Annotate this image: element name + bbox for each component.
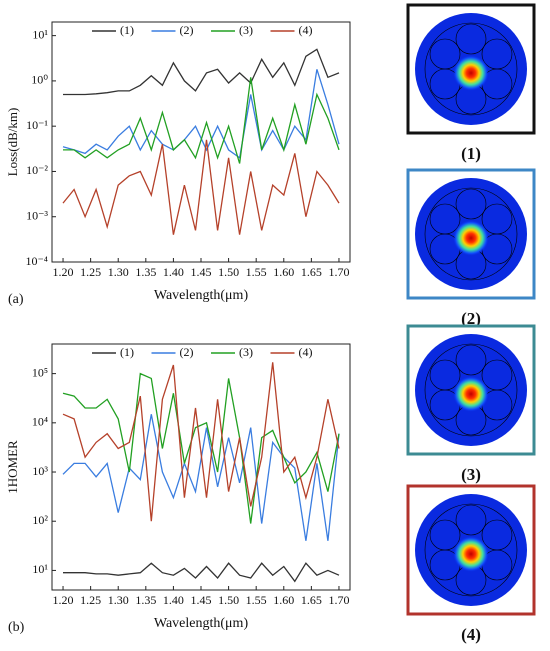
x-tick-label: 1.20 [53,265,74,279]
x-tick-label: 1.20 [53,593,74,607]
capillary [429,519,461,551]
capillary [481,38,513,70]
mode-label: (2) [461,309,481,328]
x-tick-label: 1.40 [163,593,184,607]
capillary [481,519,513,551]
x-tick-label: 1.30 [108,265,129,279]
x-tick-label: 1.45 [191,265,212,279]
x-axis-title: Wavelength(μm) [154,288,249,303]
x-tick-label: 1.25 [80,265,101,279]
y-tick-label: 10⁻² [26,163,48,177]
legend-label: (4) [299,23,313,37]
x-tick-label: 1.45 [191,593,212,607]
fiber-jacket [424,503,518,597]
capillary [429,38,461,70]
mode-label: (1) [461,144,481,163]
mode-label: (4) [461,625,481,644]
x-tick-label: 1.55 [246,593,267,607]
mode-label: (3) [461,465,481,484]
mode-field [453,220,489,256]
x-tick-label: 1.65 [301,593,322,607]
data-line [62,362,340,522]
data-line [62,372,340,524]
mode-field [453,536,489,572]
x-tick-label: 1.70 [328,265,349,279]
x-tick-label: 1.60 [273,593,294,607]
capillary [481,359,513,391]
y-tick-label: 10⁻³ [26,208,48,222]
y-tick-label: 10⁻¹ [26,118,48,132]
x-tick-label: 1.55 [246,265,267,279]
x-tick-label: 1.65 [301,265,322,279]
y-tick-label: 10³ [32,464,48,478]
x-tick-label: 1.35 [135,593,156,607]
data-line [63,77,340,164]
capillary [455,344,487,376]
legend-label: (2) [180,23,194,37]
y-axis-title: Loss(dB/km) [5,108,20,177]
fiber-jacket [424,22,518,116]
fiber-jacket [424,187,518,281]
plot-frame [51,343,351,591]
x-axis-title: Wavelength(μm) [154,616,249,631]
x-tick-label: 1.25 [80,593,101,607]
y-tick-label: 10⁰ [31,73,48,87]
y-tick-label: 10¹ [32,562,48,576]
y-tick-label: 10² [32,513,48,527]
capillary [455,504,487,536]
y-tick-label: 10⁴ [32,415,48,429]
x-tick-label: 1.50 [218,265,239,279]
data-line [63,48,340,96]
legend-label: (4) [299,345,313,359]
x-tick-label: 1.35 [135,265,156,279]
legend-label: (1) [120,345,134,359]
mode-field [453,376,489,412]
panel-label: (a) [8,292,24,307]
capillary [455,23,487,55]
panel-label: (b) [8,620,25,635]
y-tick-label: 10¹ [32,27,48,41]
capillary [481,203,513,235]
x-tick-label: 1.70 [328,593,349,607]
legend-label: (3) [239,23,253,37]
x-tick-label: 1.40 [163,265,184,279]
data-line [63,562,340,583]
y-tick-label: 10⁵ [32,365,48,379]
capillary [429,203,461,235]
legend-label: (2) [180,345,194,359]
capillary [455,188,487,220]
x-tick-label: 1.50 [218,593,239,607]
legend-label: (3) [239,345,253,359]
capillary [429,359,461,391]
y-axis-title: 1HOMER [5,440,20,494]
legend-label: (1) [120,23,134,37]
x-tick-label: 1.30 [108,593,129,607]
y-tick-label: 10⁻⁴ [25,254,48,268]
x-tick-label: 1.60 [273,265,294,279]
mode-field [453,55,489,91]
fiber-jacket [424,343,518,437]
data-line [62,139,340,235]
data-line [62,414,340,541]
